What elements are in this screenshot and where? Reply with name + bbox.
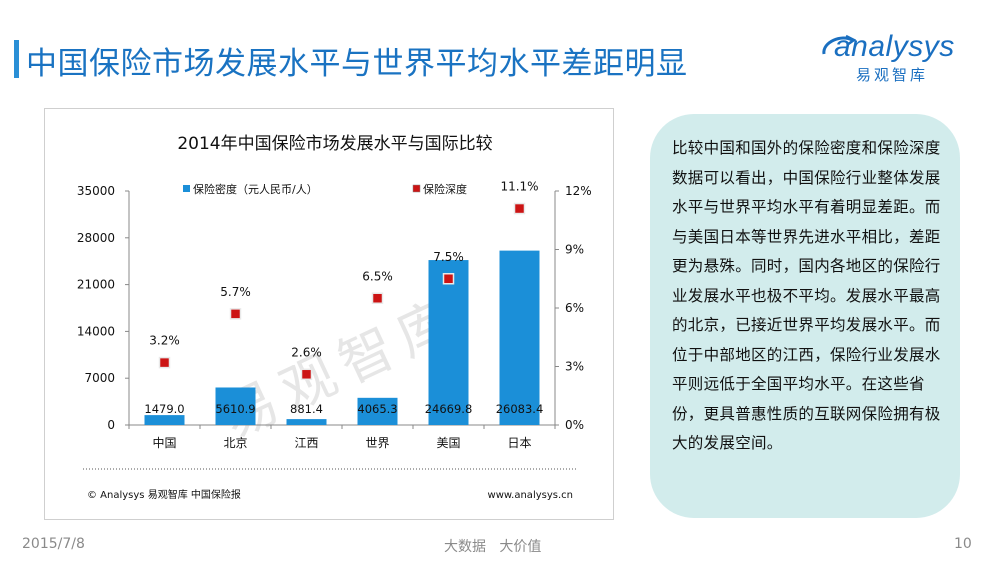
title-accent-bar [14, 40, 19, 78]
depth-marker-label: 3.2% [149, 334, 180, 348]
density-bars: 1479.0 5610.9 881.4 4065.3 24669.8 26083.4 [144, 250, 544, 425]
y-left-tick-label: 7000 [84, 371, 115, 385]
legend-swatch-depth [412, 184, 421, 193]
commentary-panel [650, 114, 960, 518]
density-bar-label: 24669.8 [425, 402, 473, 416]
y-right-tick-label: 12% [565, 184, 592, 198]
depth-marker [513, 202, 526, 215]
y-right-tick-label: 6% [565, 301, 584, 315]
density-bar [215, 387, 256, 425]
density-bar [286, 419, 327, 425]
density-bar-label: 5610.9 [215, 402, 255, 416]
depth-marker-label: 11.1% [500, 180, 538, 194]
y-left-tick-label: 14000 [77, 324, 115, 338]
depth-marker-label: 6.5% [362, 269, 393, 283]
footer-slogan: 大数据 大价值 [444, 539, 542, 555]
y-left-tick-label: 28000 [77, 231, 115, 245]
footer-date: 2015/7/8 [22, 536, 85, 552]
chart-legend: 保险密度（元人民币/人） 保险深度 [183, 182, 467, 196]
x-tick-label: 中国 [152, 435, 176, 450]
x-tick-label: 北京 [223, 436, 247, 450]
y-left-tick-label: 21000 [77, 278, 115, 292]
x-tick-label: 美国 [436, 436, 460, 450]
y-left-tick-label: 35000 [77, 184, 115, 198]
y-left-tick-label: 0 [107, 418, 115, 432]
chart-title: 2014年中国保险市场发展水平与国际比较 [177, 134, 492, 154]
depth-marker [442, 273, 455, 285]
depth-marker [158, 356, 171, 369]
density-bar [357, 397, 398, 425]
density-bar [428, 260, 469, 425]
density-bar [144, 415, 185, 425]
insurance-chart: 2014年中国保险市场发展水平与国际比较 易观智库 保险密度（元人民币/人） 保… [77, 134, 592, 501]
chart-panel: 2014年中国保险市场发展水平与国际比较 易观智库 保险密度（元人民币/人） 保… [44, 108, 614, 520]
legend-label-depth: 保险深度 [423, 182, 467, 196]
legend-label-density: 保险密度（元人民币/人） [193, 182, 318, 196]
density-bar [499, 250, 540, 425]
legend-swatch-density [183, 185, 190, 192]
x-tick-label: 日本 [507, 436, 531, 450]
logo-subtitle: 易观智库 [856, 66, 929, 84]
chart-source: © Analysys 易观智库 中国保险报 [87, 488, 241, 501]
commentary-text: 比较中国和国外的保险密度和保险深度数据可以看出，中国保险行业整体发展水平与世界平… [672, 139, 941, 452]
density-bar-label: 881.4 [290, 402, 323, 416]
depth-marker-label: 7.5% [433, 250, 464, 264]
logo-swoosh-icon [822, 34, 856, 55]
x-tick-label: 世界 [365, 436, 389, 450]
density-bar-label: 4065.3 [357, 402, 397, 416]
density-bar-label: 1479.0 [144, 402, 184, 416]
depth-marker [300, 368, 313, 381]
logo-wordmark: analysys [834, 30, 955, 63]
density-bar-label: 26083.4 [496, 402, 544, 416]
page-number: 10 [954, 536, 972, 552]
depth-markers: 3.2% 5.7% 2.6% 6.5% 7.5% 11.1% [149, 180, 539, 381]
depth-marker [371, 292, 384, 304]
chart-url: www.analysys.cn [488, 490, 573, 501]
depth-marker [229, 308, 242, 320]
analysys-logo: analysys 易观智库 [820, 30, 980, 90]
y-right-tick-label: 0% [565, 418, 584, 432]
depth-marker-label: 5.7% [220, 285, 251, 299]
y-right-tick-label: 3% [565, 360, 584, 374]
slide-title: 中国保险市场发展水平与世界平均水平差距明显 [26, 46, 688, 82]
depth-marker-label: 2.6% [291, 345, 322, 359]
y-right-tick-label: 9% [565, 243, 584, 257]
chart-axes: 0 7000 14000 21000 28000 35000 0% 3% 6% 9% 12% 中国 北京… [77, 184, 592, 450]
x-tick-label: 江西 [294, 436, 318, 450]
